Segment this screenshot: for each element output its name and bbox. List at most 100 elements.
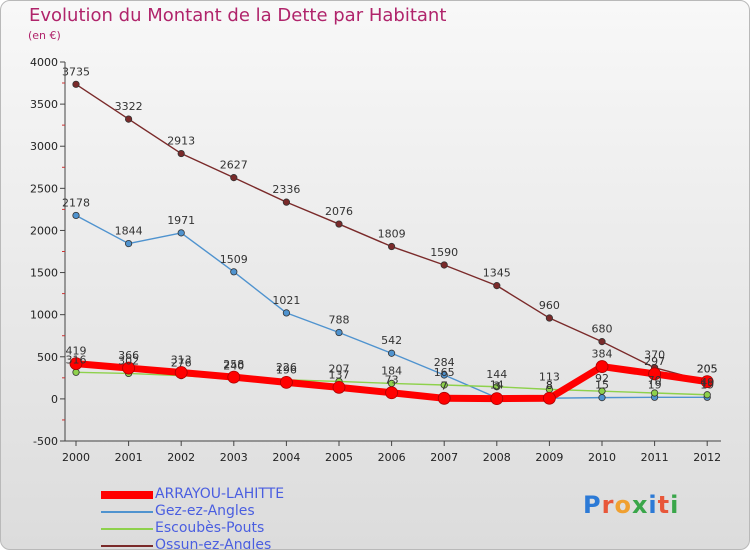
data-label: 419 <box>66 345 87 358</box>
legend-swatch <box>101 491 153 499</box>
data-label: 1971 <box>167 214 195 227</box>
data-label: 8 <box>546 379 553 392</box>
data-label: 14 <box>490 379 504 392</box>
data-label: 8 <box>546 379 553 392</box>
data-label: 284 <box>434 356 455 369</box>
y-tick-label: 500 <box>37 351 58 364</box>
data-label: 113 <box>539 370 560 383</box>
data-point <box>332 380 346 394</box>
data-label: 1021 <box>272 294 300 307</box>
data-label: 1345 <box>483 267 511 280</box>
x-tick-label: 2005 <box>325 451 353 464</box>
data-label: 165 <box>434 366 455 379</box>
x-tick-label: 2006 <box>378 451 406 464</box>
logo-letter: x <box>631 491 649 519</box>
data-point <box>545 314 554 322</box>
data-point <box>385 386 399 400</box>
proxiti-logo: Proxiti <box>583 491 679 519</box>
data-label: 19 <box>700 378 714 391</box>
data-label: 384 <box>592 348 613 361</box>
data-point <box>440 381 448 389</box>
data-point <box>387 242 396 251</box>
data-point <box>177 229 185 237</box>
logo-letter: P <box>583 491 602 519</box>
data-label: 1590 <box>430 246 458 259</box>
y-tick-label: -500 <box>33 435 58 448</box>
legend-swatch <box>101 511 153 513</box>
data-point <box>72 211 80 220</box>
data-point <box>648 367 661 381</box>
data-label: 205 <box>697 363 718 376</box>
y-tick-label: 2500 <box>30 182 58 195</box>
data-label: 2178 <box>62 196 90 209</box>
data-label: 184 <box>381 364 402 377</box>
data-label: 1809 <box>378 228 406 241</box>
x-tick-label: 2009 <box>535 451 563 464</box>
data-label: 1844 <box>115 225 143 238</box>
legend-label: Escoubès-Pouts <box>155 520 265 536</box>
data-label: 137 <box>329 368 350 381</box>
data-point <box>174 366 188 379</box>
data-point <box>230 268 238 276</box>
logo-letter: r <box>601 491 615 519</box>
y-tick-label: 3500 <box>30 98 58 111</box>
data-point <box>703 391 711 399</box>
x-tick-label: 2000 <box>62 451 90 464</box>
data-label: 370 <box>644 349 665 362</box>
data-label: 2336 <box>272 183 300 196</box>
data-label: 2627 <box>220 159 248 172</box>
data-label: 1509 <box>220 253 248 266</box>
data-label: 3322 <box>115 100 143 113</box>
data-label: 3735 <box>62 65 90 78</box>
legend-swatch <box>101 528 153 530</box>
data-point <box>282 309 290 317</box>
data-label: 205 <box>697 363 718 376</box>
data-point <box>125 239 133 248</box>
data-point <box>227 370 241 384</box>
data-point <box>595 360 609 373</box>
data-label: 226 <box>276 361 297 374</box>
data-label: 15 <box>595 379 609 392</box>
data-label: 73 <box>385 374 399 387</box>
data-point <box>543 391 556 405</box>
logo-letter: i <box>648 491 658 519</box>
data-label: 680 <box>592 323 613 336</box>
data-label: 70 <box>648 374 662 387</box>
data-point <box>335 220 343 228</box>
y-tick-label: 4000 <box>30 56 58 69</box>
data-label: 960 <box>539 299 560 312</box>
x-tick-label: 2001 <box>115 451 143 464</box>
x-tick-label: 2002 <box>167 451 195 464</box>
data-label: 297 <box>644 355 665 368</box>
data-point <box>437 391 451 405</box>
data-label: 542 <box>381 334 402 347</box>
data-point <box>282 198 290 206</box>
logo-letter: o <box>614 491 632 519</box>
chart-subtitle: (en €) <box>28 29 61 42</box>
data-label: 49 <box>700 376 714 389</box>
y-tick-label: 3000 <box>30 140 58 153</box>
data-label: 196 <box>276 363 297 376</box>
data-point <box>125 115 133 123</box>
data-label: 302 <box>118 354 139 367</box>
y-tick-label: 1000 <box>30 309 58 322</box>
data-point <box>493 282 501 290</box>
data-point <box>122 361 135 375</box>
legend-label: Ossun-ez-Angles <box>155 537 272 550</box>
data-label: 316 <box>66 353 87 366</box>
data-label: 7 <box>441 379 448 392</box>
data-point <box>440 371 448 379</box>
data-label: 2913 <box>167 135 195 148</box>
logo-letter: t <box>657 491 671 519</box>
data-point <box>279 375 293 389</box>
data-label: 366 <box>118 349 139 362</box>
data-point <box>72 368 80 376</box>
chart-title: Evolution du Montant de la Dette par Hab… <box>29 5 447 26</box>
data-label: 258 <box>223 358 244 371</box>
x-tick-label: 2007 <box>430 451 458 464</box>
x-tick-label: 2012 <box>693 451 721 464</box>
data-label: 92 <box>595 372 609 385</box>
data-point <box>700 375 714 389</box>
